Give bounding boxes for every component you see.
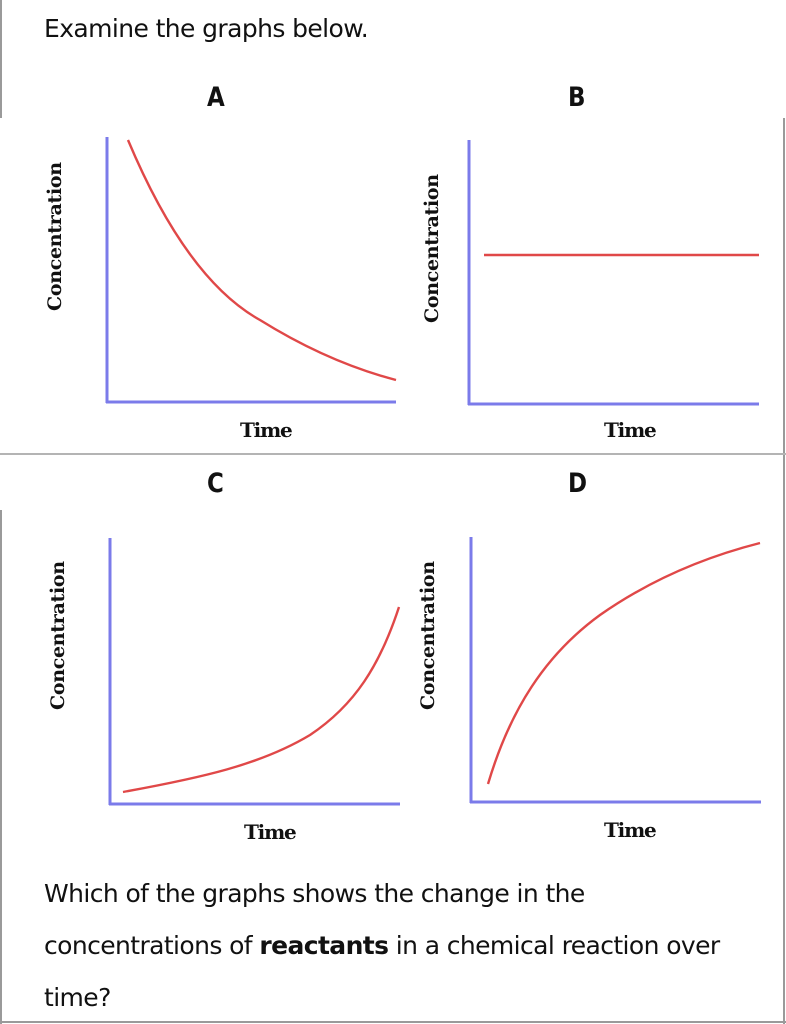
graph-d-x-label: Time [604,818,657,842]
panel-letter-a: A [207,82,225,113]
bottom-border [0,1021,786,1023]
graph-a-curve [126,139,397,382]
panel-letter-b: B [568,82,586,113]
right-border [783,118,785,1024]
intro-text: Examine the graphs below. [44,14,369,43]
graph-b-y-label: Concentration [421,174,443,323]
middle-divider [0,453,786,455]
graph-d-y-label: Concentration [417,561,439,710]
question-text: Which of the graphs shows the change in … [44,868,764,1024]
graph-d [469,537,761,804]
graph-a [105,137,397,404]
panel-letter-c: C [207,468,224,499]
graph-c [108,538,401,806]
graph-d-curve [486,541,761,785]
graph-c-x-label: Time [244,820,297,844]
left-border-top [0,0,2,118]
question-bold-keyword: reactants [259,931,389,960]
graph-b [467,140,759,406]
panel-letter-d: D [568,468,588,499]
question-part-2: in a chemical reaction over time? [44,931,720,1012]
question-part-1: Which of the graphs shows the change in … [44,879,585,960]
graph-c-y-label: Concentration [47,561,69,710]
graph-b-x-label: Time [604,418,657,442]
graph-a-y-label: Concentration [44,162,66,311]
graph-a-x-label: Time [240,418,293,442]
left-border-bottom [0,510,2,1024]
graph-c-curve [122,606,401,794]
